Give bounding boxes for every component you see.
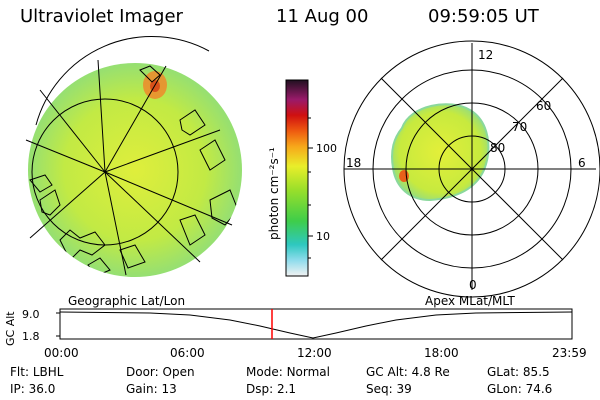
- glon-label: GLon:: [487, 382, 522, 396]
- glat-status: GLat: 85.5: [487, 365, 550, 379]
- ip-value: 36.0: [28, 382, 56, 396]
- gc-alt-value: 4.8 Re: [411, 365, 450, 379]
- time-tick-2359: 23:59: [552, 346, 587, 360]
- ip-label: IP:: [10, 382, 25, 396]
- door-status: Door: Open: [126, 365, 195, 379]
- alt-ylabel: GC Alt: [4, 311, 17, 346]
- image-date: 11 Aug 00: [276, 6, 369, 27]
- gc-alt-label: GC Alt:: [366, 365, 408, 379]
- door-label: Door:: [126, 365, 159, 379]
- image-time: 09:59:05 UT: [428, 6, 539, 27]
- polar-grid: [343, 40, 600, 298]
- mlt-label-18: 18: [346, 156, 361, 170]
- filter-label: Flt:: [10, 365, 29, 379]
- dsp-value: 2.1: [276, 382, 297, 396]
- gc-alt-status: GC Alt: 4.8 Re: [366, 365, 450, 379]
- dsp-label: Dsp:: [246, 382, 274, 396]
- altitude-plot: 9.0 1.8 GC Alt: [4, 308, 573, 346]
- door-value: Open: [162, 365, 195, 379]
- mlt-label-0: 0: [469, 278, 477, 292]
- dsp-status: Dsp: 2.1: [246, 382, 296, 396]
- seq-label: Seq:: [366, 382, 393, 396]
- geographic-image: [28, 63, 242, 277]
- color-scale-bar: 100 10 photon cm⁻²s⁻¹: [267, 79, 337, 277]
- gain-label: Gain:: [126, 382, 158, 396]
- glon-value: 74.6: [525, 382, 553, 396]
- mlt-label-12: 12: [478, 48, 493, 62]
- mlt-label-6: 6: [578, 156, 586, 170]
- colorbar-unit-label: photon cm⁻²s⁻¹: [267, 147, 281, 240]
- ip-status: IP: 36.0: [10, 382, 55, 396]
- mode-label: Mode:: [246, 365, 283, 379]
- gain-value: 13: [161, 382, 177, 396]
- seq-status: Seq: 39: [366, 382, 412, 396]
- time-tick-1800: 18:00: [424, 346, 459, 360]
- alt-ytick-9: 9.0: [22, 308, 40, 321]
- time-tick-0600: 06:00: [170, 346, 205, 360]
- geographic-grid: [25, 36, 233, 276]
- apex-label: Apex MLat/MLT: [425, 294, 515, 308]
- mlat-label-70: 70: [512, 120, 527, 134]
- mode-status: Mode: Normal: [246, 365, 330, 379]
- mode-value: Normal: [286, 365, 330, 379]
- colorbar-tick-100: 100: [316, 142, 337, 155]
- gain-status: Gain: 13: [126, 382, 177, 396]
- colorbar-tick-10: 10: [316, 230, 330, 243]
- seq-value: 39: [396, 382, 412, 396]
- alt-ytick-1.8: 1.8: [22, 330, 40, 343]
- instrument-title: Ultraviolet Imager: [20, 6, 183, 27]
- glat-value: 85.5: [522, 365, 550, 379]
- glon-status: GLon: 74.6: [487, 382, 552, 396]
- time-tick-1200: 12:00: [297, 346, 332, 360]
- filter-status: Flt: LBHL: [10, 365, 63, 379]
- polar-mlt-plot: 12 18 6 0 60 70 80: [343, 40, 600, 298]
- glat-label: GLat:: [487, 365, 520, 379]
- filter-value: LBHL: [32, 365, 64, 379]
- mlat-label-80: 80: [490, 141, 505, 155]
- geographic-label: Geographic Lat/Lon: [68, 294, 186, 308]
- mlat-label-60: 60: [536, 99, 551, 113]
- time-tick-0000: 00:00: [44, 346, 79, 360]
